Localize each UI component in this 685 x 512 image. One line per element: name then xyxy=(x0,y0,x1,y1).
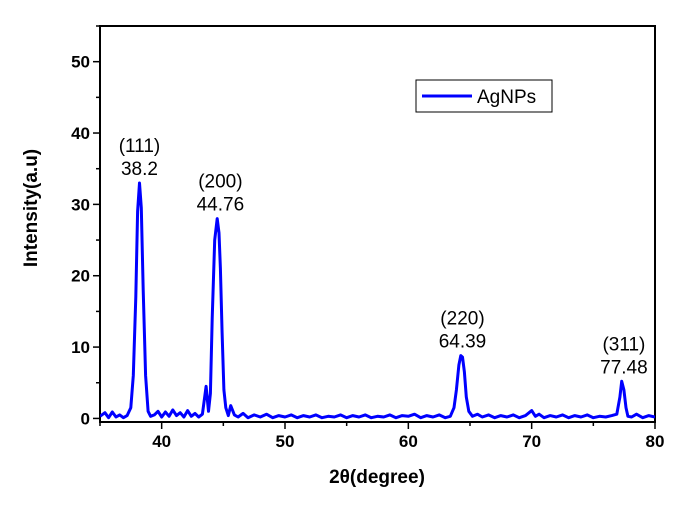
y-tick-label: 0 xyxy=(81,409,90,428)
y-tick-label: 30 xyxy=(71,195,90,214)
x-tick-label: 50 xyxy=(276,432,295,451)
x-tick-label: 40 xyxy=(152,432,171,451)
series-layer xyxy=(100,181,655,420)
peak-miller-index: (311) xyxy=(602,334,645,355)
y-tick-label: 10 xyxy=(71,338,90,357)
x-axis-title: 2θ(degree) xyxy=(329,467,425,488)
legend: AgNPs xyxy=(415,79,553,113)
x-tick-label: 60 xyxy=(399,432,418,451)
peak-annotations: (111)38.2 (200)44.76 (220)64.39 (311)77.48 xyxy=(119,136,648,378)
x-tick-label: 70 xyxy=(522,432,541,451)
peak-position-label: 77.48 xyxy=(600,357,648,378)
peak-position-label: 44.76 xyxy=(197,195,245,216)
peak-miller-index: (200) xyxy=(198,172,242,193)
peak-miller-index: (220) xyxy=(440,309,484,330)
y-tick-label: 40 xyxy=(71,124,90,143)
peak-position-label: 38.2 xyxy=(121,159,158,180)
x-tick-label: 80 xyxy=(646,432,665,451)
axis-ticks: 40 50 60 70 80 0 10 20 30 40 50 xyxy=(71,25,665,451)
y-tick-label: 50 xyxy=(71,53,90,72)
peak-position-label: 64.39 xyxy=(439,332,487,353)
series-line-agnps xyxy=(100,181,655,420)
peak-miller-index: (111) xyxy=(119,136,161,157)
y-axis-title: Intensity(a.u) xyxy=(21,149,42,267)
y-tick-label: 20 xyxy=(71,267,90,286)
legend-label-agnps: AgNPs xyxy=(477,87,536,108)
plot-frame xyxy=(99,25,656,423)
